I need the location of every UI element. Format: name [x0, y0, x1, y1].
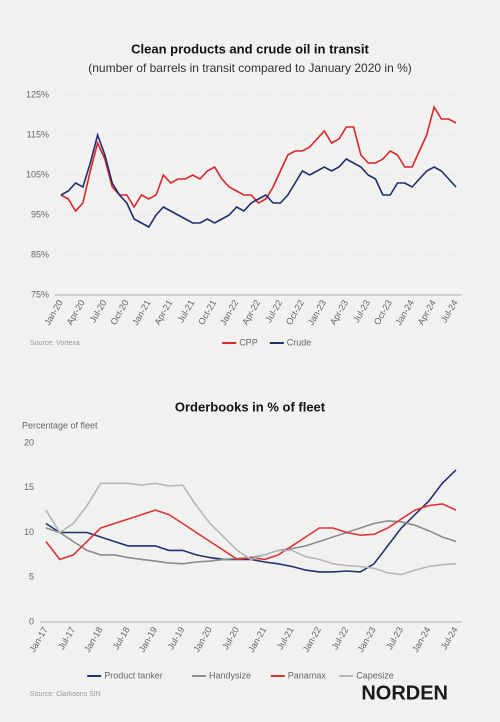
y-tick-label: 85% [31, 249, 49, 259]
chart-title: Orderbooks in % of fleet [175, 399, 326, 414]
y-tick-label: 0 [29, 616, 34, 626]
chart-subtitle: (number of barrels in transit compared t… [88, 61, 412, 75]
legend-label: Handysize [209, 670, 251, 680]
y-tick-label: 20 [24, 437, 34, 447]
series-line [45, 482, 457, 576]
y-axis-label: Percentage of fleet [22, 420, 98, 430]
y-tick-label: 95% [31, 209, 49, 219]
series-line [45, 503, 457, 561]
y-tick-label: 125% [26, 89, 49, 99]
y-tick-label: 115% [27, 129, 49, 139]
y-tick-label: 10 [24, 527, 34, 537]
legend-label: Panamax [288, 670, 327, 680]
y-tick-label: 15 [24, 482, 34, 492]
series-line [60, 132, 457, 229]
y-tick-label: 105% [26, 169, 49, 179]
legend-label: Product tanker [104, 670, 163, 680]
legend-label: CPP [239, 337, 258, 347]
chart-title: Clean products and crude oil in transit [131, 41, 369, 56]
y-tick-label: 75% [31, 289, 49, 299]
source-note: Source: Clarksons SIN [30, 691, 101, 698]
series-line [60, 104, 457, 213]
logo: NORDEN [361, 682, 448, 704]
source-note: Source: Vortexa [30, 340, 80, 347]
y-tick-label: 5 [29, 572, 34, 582]
legend-label: Crude [287, 337, 312, 347]
legend-label: Capesize [356, 670, 394, 680]
